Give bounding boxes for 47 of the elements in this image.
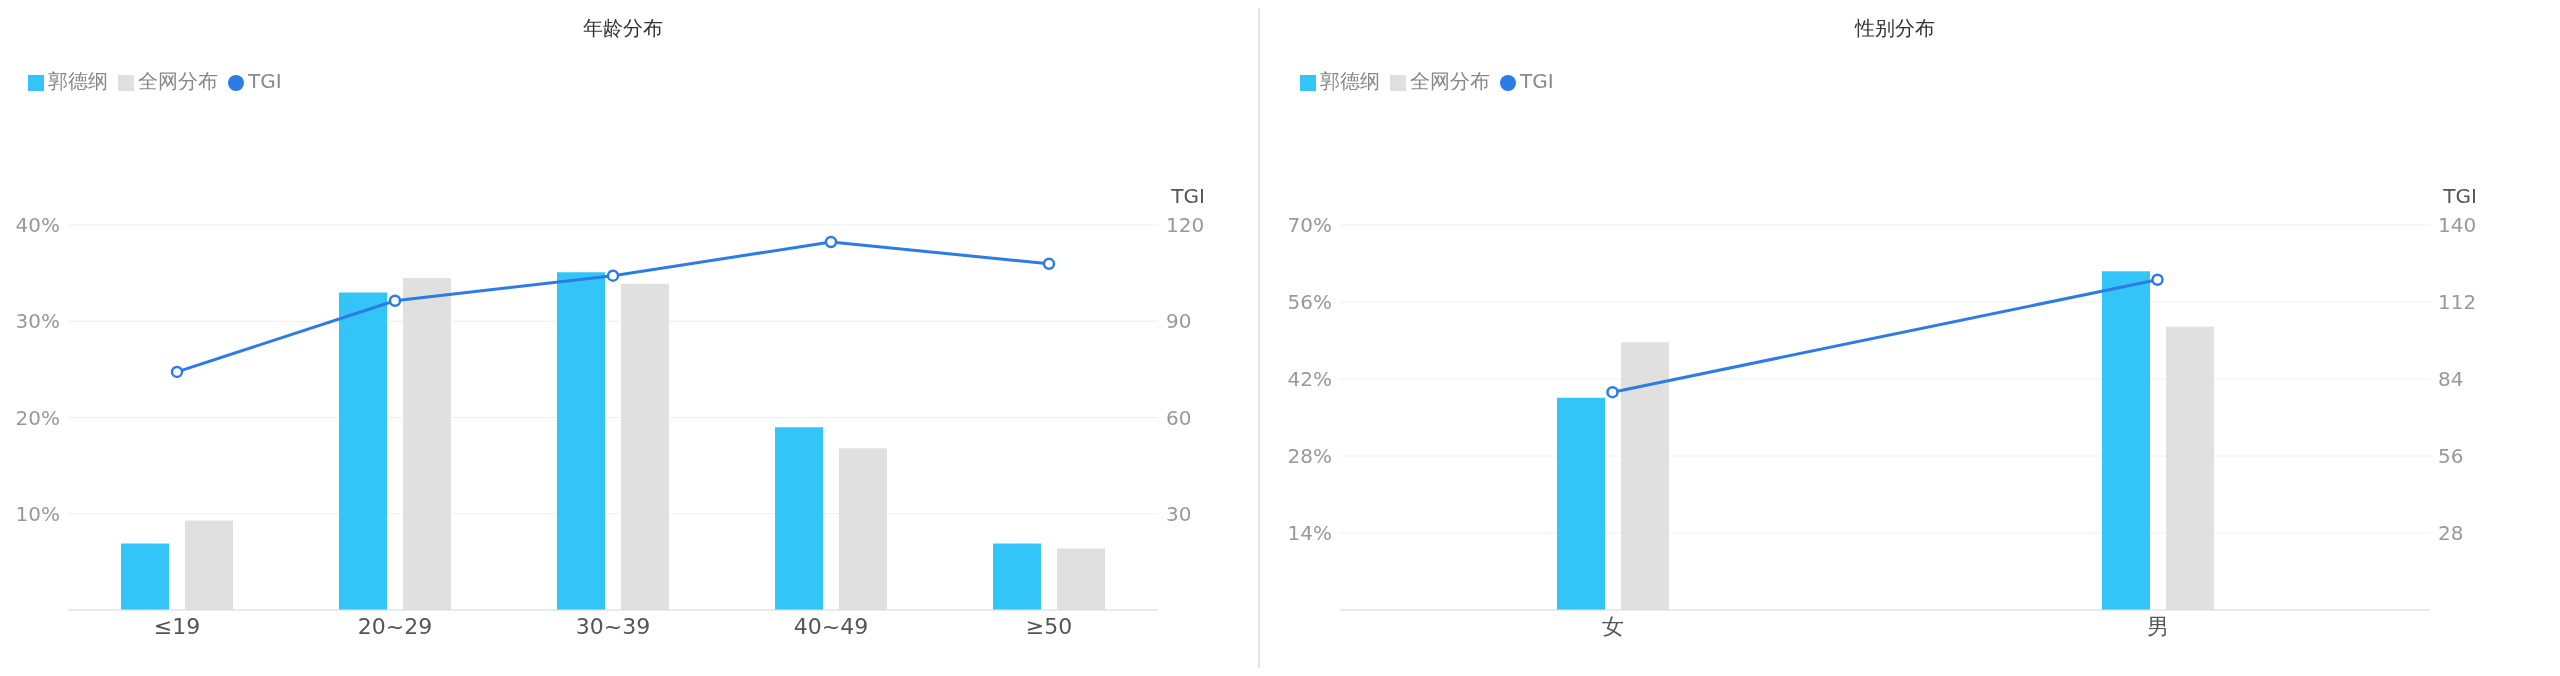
y-tick-label: 40% [15,213,60,238]
x-tick-label: 女 [1601,613,1624,639]
x-tick-label: 男 [2146,613,2169,639]
y2-axis-title: TGI [2442,184,2477,208]
y-tick-label: 14% [1287,521,1332,546]
y2-tick-label: 60 [1166,405,1192,430]
point [388,294,402,307]
y2-tick-label: 120 [1166,213,1205,238]
y2-axis-title: TGI [1170,184,1205,208]
y-tick-label: 30% [15,309,60,334]
bar [121,543,169,610]
legend-label: 郭德纲 [1320,69,1380,93]
bar [557,272,605,610]
y2-tick-label: 56 [2438,444,2464,469]
x-tick-label: 20~29 [357,613,433,639]
y-tick-label: 42% [1287,367,1332,392]
legend-label: 郭德纲 [48,69,108,93]
y2-tick-label: 30 [1166,501,1192,526]
x-tick-label: ≥50 [1025,613,1073,639]
bar [339,292,387,610]
chart-title: 年龄分布 [582,15,664,42]
y-tick-label: 56% [1287,290,1332,315]
point [606,269,620,282]
bar [775,427,823,610]
legend-label: 全网分布 [138,69,218,93]
y2-tick-label: 84 [2438,367,2464,392]
x-tick-label: 40~49 [793,613,869,639]
legend-label: TGI [248,69,282,93]
point [824,235,838,249]
y-tick-label: 28% [1287,444,1332,469]
chart-title: 性别分布 [1853,15,1936,42]
y2-tick-label: 112 [2438,290,2477,315]
bar [1557,397,1605,610]
y-tick-label: 20% [15,405,60,430]
legend-label: TGI [1520,69,1554,93]
y-tick-label: 70% [1287,213,1332,238]
y2-tick-label: 140 [2438,213,2477,238]
y-tick-label: 10% [15,501,60,526]
y2-tick-label: 90 [1166,309,1192,334]
x-tick-label: ≤19 [153,613,201,639]
bar [993,543,1041,610]
point [170,365,184,379]
legend-label: 全网分布 [1410,69,1490,93]
point [1042,257,1056,271]
y2-tick-label: 28 [2438,521,2464,546]
x-tick-label: 30~39 [575,613,651,639]
bar [2102,271,2150,610]
